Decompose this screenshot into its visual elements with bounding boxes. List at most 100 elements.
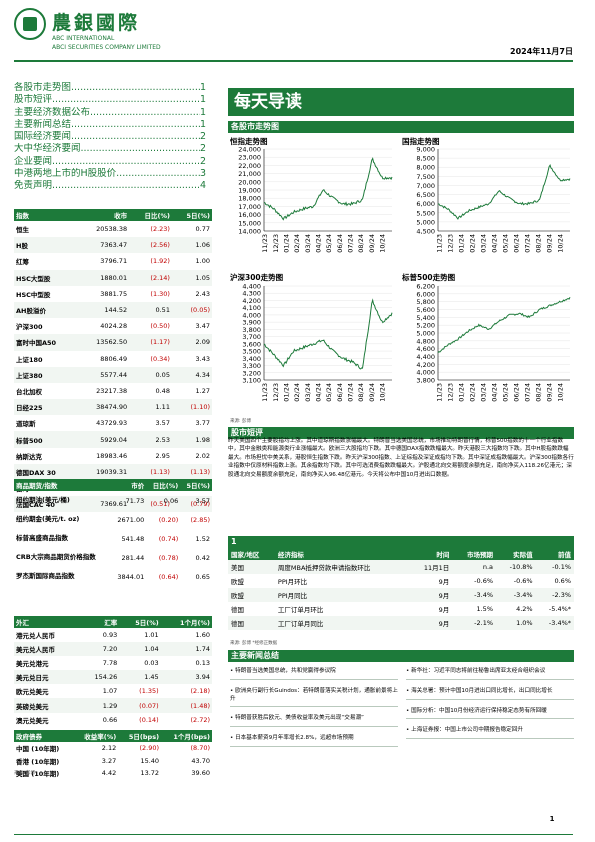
table-cell: 英磅兑美元 [14,698,79,713]
x-tick-label: 02/24 [293,383,301,402]
toc-item[interactable]: 免责声明 4 [14,180,206,192]
bond-source: 来源: 彭博 [14,771,35,776]
x-tick-label: 05/24 [325,383,333,402]
calendar-cell: 欧盟 [231,578,244,586]
table-cell: 0.48 [155,386,170,395]
toc-item-page: 1 [199,94,206,106]
toc-item-page: 1 [199,82,206,93]
toc-item-title: 各股市走势图 [14,82,72,93]
table-cell: 5577.44 [78,366,130,383]
header-divider [14,60,573,62]
x-tick-label: 11/23 [261,234,269,253]
y-tick-label: 21,000 [238,170,261,178]
table-header-cell: 5日(%) [171,209,212,221]
table-cell: 43729.93 [96,419,128,428]
table-cell: 4.42 [101,769,117,778]
news-item[interactable]: • 日本基本薪资9月年率增长2.8%，远超市场预期 [230,735,398,747]
table-cell: (1.13) [129,463,172,480]
table-cell: 日经225 [14,399,79,416]
toc-item[interactable]: 国际经济要闻 2 [14,131,206,143]
calendar-cell: PPI月环比 [277,578,308,586]
company-name-en-full: ABCI SECURITIES COMPANY LIMITED [52,44,161,51]
toc-item[interactable]: 股市短评 1 [14,94,206,106]
calendar-cell: -0.1% [535,560,574,574]
table-cell: 上证380 [14,366,79,383]
y-tick-label: 14,000 [238,228,261,236]
y-tick-label: 15,000 [238,219,261,227]
table-cell: (0.20) [158,515,179,524]
news-item[interactable]: • 欧洲央行副行长Guindos：若特朗普落实关税计划，通胀前景将上升 [230,688,398,708]
table-header-cell: 汇率 [78,616,120,628]
toc-item[interactable]: 各股市走势图 1 [14,82,206,94]
calendar-cell: 0.6% [554,577,571,585]
x-tick-label: 01/24 [283,383,291,402]
table-cell: 7369.61 [78,496,130,513]
toc-item[interactable]: 主要新闻总结 1 [14,119,206,131]
x-tick-label: 03/24 [479,234,487,253]
x-tick-label: 02/24 [468,234,476,253]
y-tick-label: 5,800 [416,298,435,306]
x-tick-label: 08/24 [357,234,365,253]
y-tick-label: 4,200 [416,361,435,369]
table-cell: 中国 (10年期) [16,745,60,754]
table-row: 红筹 3796.71 (1.92) 1.00 [14,253,212,269]
chart-source: 来源: 彭博 [230,419,251,424]
y-tick-label: 3,400 [242,355,261,363]
table-cell: 0.06 [163,496,179,505]
y-tick-label: 20,000 [238,178,261,186]
table-row: 标普高盛商品指数 541.48 (0.74) 1.52 [14,529,212,548]
calendar-cell: -5.4%* [548,605,571,613]
toc-item-page: 3 [199,168,206,180]
table-cell: (1.17) [129,334,172,351]
table-cell: 1.06 [171,237,212,254]
x-tick-label: 12/23 [446,383,454,402]
news-item[interactable]: • 国际分析：中国10月份经济运行保持稳定态势有所回暖 [406,708,574,720]
news-item[interactable]: • 海关总署：预计中国10月进出口同比增长，出口同比增长 [406,688,574,700]
toc-item[interactable]: 中港两地上市的H股股价 3 [14,168,206,180]
toc-item[interactable]: 大中华经济要闻 2 [14,143,206,155]
x-tick-label: 12/23 [272,383,280,402]
y-tick-label: 5,400 [416,314,435,322]
table-row: 台北加权 23217.38 0.48 1.27 [14,383,212,399]
x-tick-label: 12/23 [272,234,280,253]
company-name-cn: 農銀國際 [52,12,141,34]
news-item[interactable]: • 上海证券报：中国上市公司中期报告稳定回升 [406,727,574,740]
y-tick-label: 4,000 [242,311,261,319]
calendar-cell: 1.0% [496,616,536,630]
calendar-cell: 工厂订单月同比 [274,616,410,630]
table-cell: 1.01 [144,631,159,640]
page-title: 每天导读 [228,88,574,116]
calendar-cell: -3.4% [452,588,496,602]
news-item[interactable]: • 特朗普获胜后欧元、美债收益率及美元出现“交易潮” [230,715,398,728]
table-row: 美国 (10年期) 4.42 13.72 39.60 [14,767,212,780]
y-tick-label: 4,400 [416,353,435,361]
report-date: 2024年11月7日 [510,47,573,56]
x-tick-label: 10/24 [379,234,387,253]
x-tick-label: 09/24 [545,234,553,253]
table-cell: 15.40 [140,756,160,765]
table-row: 中国 (10年期) 2.12 (2.90) (8.70) [14,742,212,755]
news-item[interactable]: • 特朗普当选美国总统，共和党赢得参议院 [230,668,398,680]
news-item[interactable]: • 新华社：习近平同志将前往秘鲁出席亚太经合组织会议 [406,668,574,680]
table-cell: 1.52 [195,534,210,543]
table-row: 恒生 20538.38 (2.23) 0.77 [14,221,212,237]
table-row: 欧元兑美元 1.07 (1.35) (2.18) [14,684,212,698]
table-cell: 0.13 [195,659,210,668]
y-tick-label: 18,000 [238,195,261,203]
table-cell: 5929.04 [78,431,130,448]
x-tick-label: 11/23 [435,383,443,402]
toc-item[interactable]: 主要经济数据公布 1 [14,107,206,119]
table-cell: (2.56) [129,237,172,254]
y-tick-label: 4,100 [242,304,261,312]
table-cell: 13.72 [140,769,160,778]
toc-item-page: 4 [199,180,206,192]
table-header-cell: 日比(%) [129,209,172,221]
table-header-cell: 1个月(%) [160,616,212,628]
calendar-cell: 9月 [409,588,453,602]
x-tick-label: 08/24 [534,383,542,402]
toc-item[interactable]: 企业要闻 2 [14,156,206,168]
table-cell: 红筹 [16,258,29,267]
table-cell: 3796.71 [100,257,128,266]
x-tick-label: 08/24 [357,383,365,402]
x-tick-label: 12/23 [446,234,454,253]
